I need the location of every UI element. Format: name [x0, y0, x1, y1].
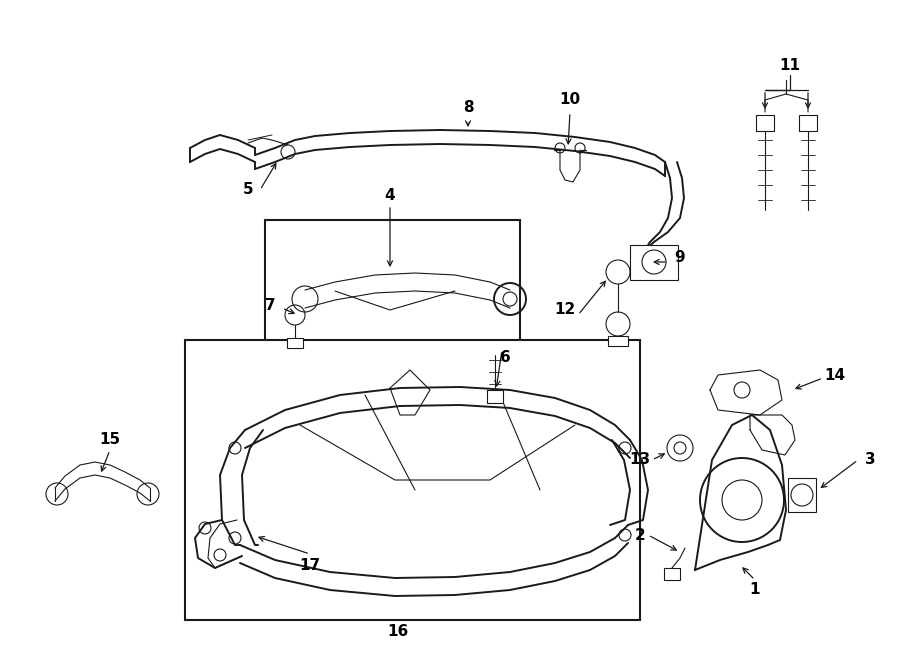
Text: 8: 8	[463, 100, 473, 116]
Text: 11: 11	[779, 58, 800, 73]
Text: 6: 6	[500, 350, 510, 366]
Text: 12: 12	[554, 303, 576, 317]
Text: 2: 2	[634, 527, 645, 543]
Text: 9: 9	[675, 251, 685, 266]
Text: 4: 4	[384, 188, 395, 202]
Bar	[608, 336, 628, 346]
Text: 7: 7	[265, 297, 275, 313]
Text: 13: 13	[629, 453, 651, 467]
Text: 17: 17	[300, 557, 320, 572]
Bar	[287, 338, 303, 348]
Bar	[788, 478, 816, 512]
Bar	[487, 390, 503, 403]
Text: 16: 16	[387, 625, 409, 639]
Bar	[664, 568, 680, 580]
Text: 15: 15	[99, 432, 121, 447]
Text: 1: 1	[750, 582, 760, 598]
Bar	[185, 340, 640, 620]
Text: 5: 5	[243, 182, 253, 198]
Bar	[630, 245, 678, 280]
Text: 10: 10	[560, 93, 580, 108]
Text: 3: 3	[865, 453, 876, 467]
Bar	[799, 115, 817, 131]
Bar	[265, 220, 520, 350]
Bar	[756, 115, 774, 131]
Text: 14: 14	[824, 368, 846, 383]
